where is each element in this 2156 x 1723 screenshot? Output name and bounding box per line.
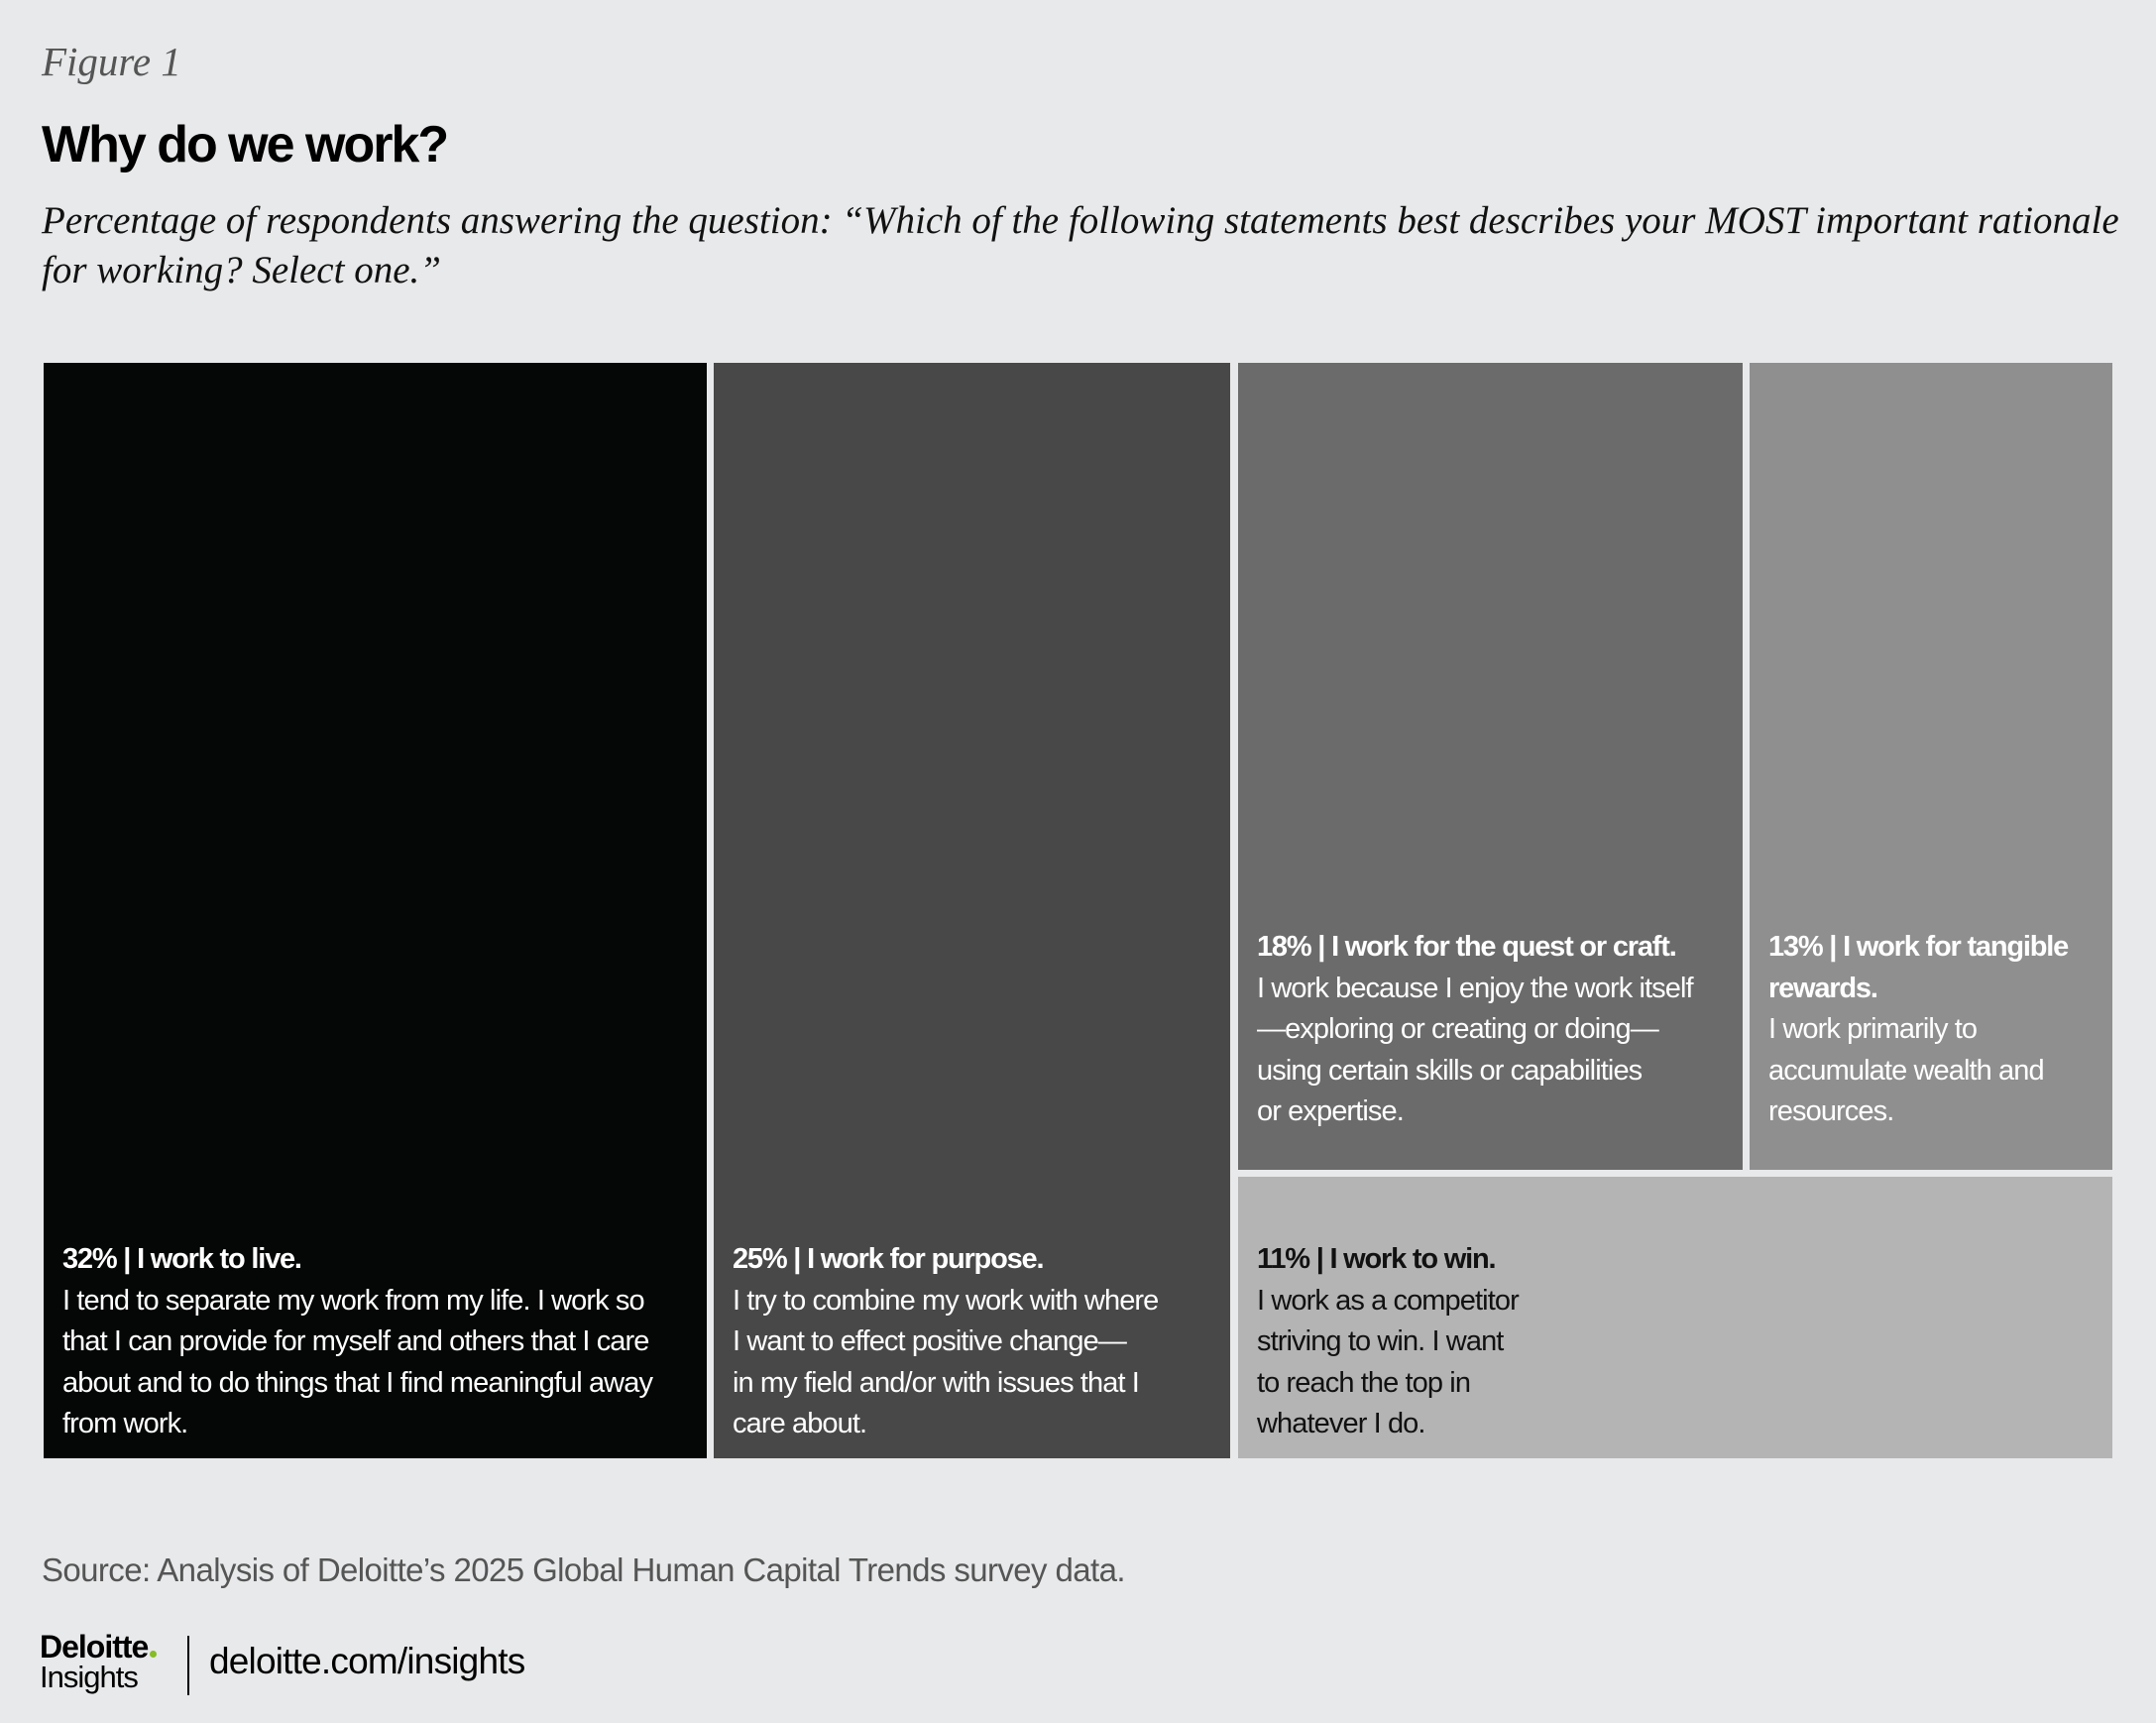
- tile-description: in my field and/or with issues that I: [733, 1366, 1140, 1399]
- footer-url[interactable]: deloitte.com/insights: [209, 1641, 525, 1681]
- tile-heading: 11% | I work to win.: [1257, 1243, 1497, 1275]
- tile-description: I want to effect positive change—: [733, 1325, 1127, 1357]
- tile-description: I try to combine my work with where: [733, 1284, 1159, 1317]
- treemap-tile: 18% | I work for the quest or craft. I wo…: [1238, 363, 1743, 1170]
- treemap-tile: 32% | I work to live. I tend to separate …: [44, 363, 707, 1458]
- treemap-tile: 11% | I work to win. I work as a competit…: [1238, 1177, 2112, 1458]
- tile-heading: 18% | I work for the quest or craft.: [1257, 931, 1677, 963]
- tile-description: whatever I do.: [1257, 1408, 1425, 1439]
- tile-description: striving to win. I want: [1257, 1325, 1504, 1357]
- tile-heading: rewards.: [1768, 972, 1878, 1004]
- tile-description: that I can provide for myself and others…: [62, 1325, 649, 1357]
- treemap-tile: 25% | I work for purpose. I try to combin…: [714, 363, 1230, 1458]
- tile-description: —exploring or creating or doing—: [1257, 1013, 1659, 1045]
- deloitte-insights-logo: Deloitte Insights: [40, 1631, 158, 1692]
- treemap-tile: 13% | I work for tangible rewards. I work …: [1750, 363, 2112, 1170]
- tile-label: 32% | I work to live. I tend to separate …: [62, 1239, 653, 1445]
- tile-description: I work because I enjoy the work itself: [1257, 972, 1694, 1004]
- tile-label: 25% | I work for purpose. I try to combin…: [733, 1239, 1159, 1445]
- tile-label: 11% | I work to win. I work as a competit…: [1257, 1239, 1520, 1445]
- tile-description: about and to do things that I find meani…: [62, 1366, 653, 1399]
- tile-description: I work as a competitor: [1257, 1284, 1520, 1317]
- tile-heading: 25% | I work for purpose.: [733, 1243, 1045, 1275]
- chart-subtitle: Percentage of respondents answering the …: [42, 199, 2119, 291]
- tile-heading: 13% | I work for tangible: [1768, 931, 2069, 963]
- figure-label: Figure 1: [42, 39, 181, 84]
- source-note: Source: Analysis of Deloitte’s 2025 Glob…: [42, 1551, 1126, 1588]
- tile-label: 18% | I work for the quest or craft. I wo…: [1257, 927, 1694, 1133]
- tile-description: accumulate wealth and: [1768, 1054, 2045, 1087]
- tile-description: care about.: [733, 1408, 867, 1439]
- tile-description: I work primarily to: [1768, 1013, 1978, 1045]
- tile-description: resources.: [1768, 1095, 1894, 1127]
- tile-heading: 32% | I work to live.: [62, 1243, 302, 1275]
- tile-description: I tend to separate my work from my life.…: [62, 1284, 645, 1317]
- footer-divider: [187, 1636, 189, 1695]
- tile-label: 13% | I work for tangible rewards. I work …: [1768, 927, 2069, 1133]
- tile-description: or expertise.: [1257, 1095, 1405, 1127]
- tile-description: using certain skills or capabilities: [1257, 1054, 1643, 1087]
- tile-description: from work.: [62, 1408, 188, 1439]
- tile-description: to reach the top in: [1257, 1366, 1471, 1399]
- chart-title: Why do we work?: [42, 116, 449, 173]
